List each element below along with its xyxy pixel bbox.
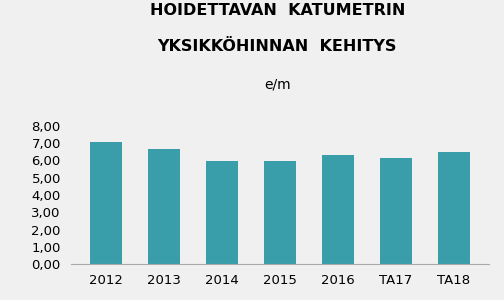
Text: HOIDETTAVAN  KATUMETRIN: HOIDETTAVAN KATUMETRIN bbox=[150, 3, 405, 18]
Bar bbox=[322, 155, 354, 264]
Text: YKSIKKÖHINNAN  KEHITYS: YKSIKKÖHINNAN KEHITYS bbox=[158, 39, 397, 54]
Bar bbox=[148, 149, 179, 264]
Text: e/m: e/m bbox=[264, 78, 290, 92]
Bar bbox=[438, 152, 470, 264]
Bar bbox=[90, 142, 121, 264]
Bar bbox=[206, 161, 237, 264]
Bar bbox=[264, 161, 296, 264]
Bar bbox=[380, 158, 412, 264]
